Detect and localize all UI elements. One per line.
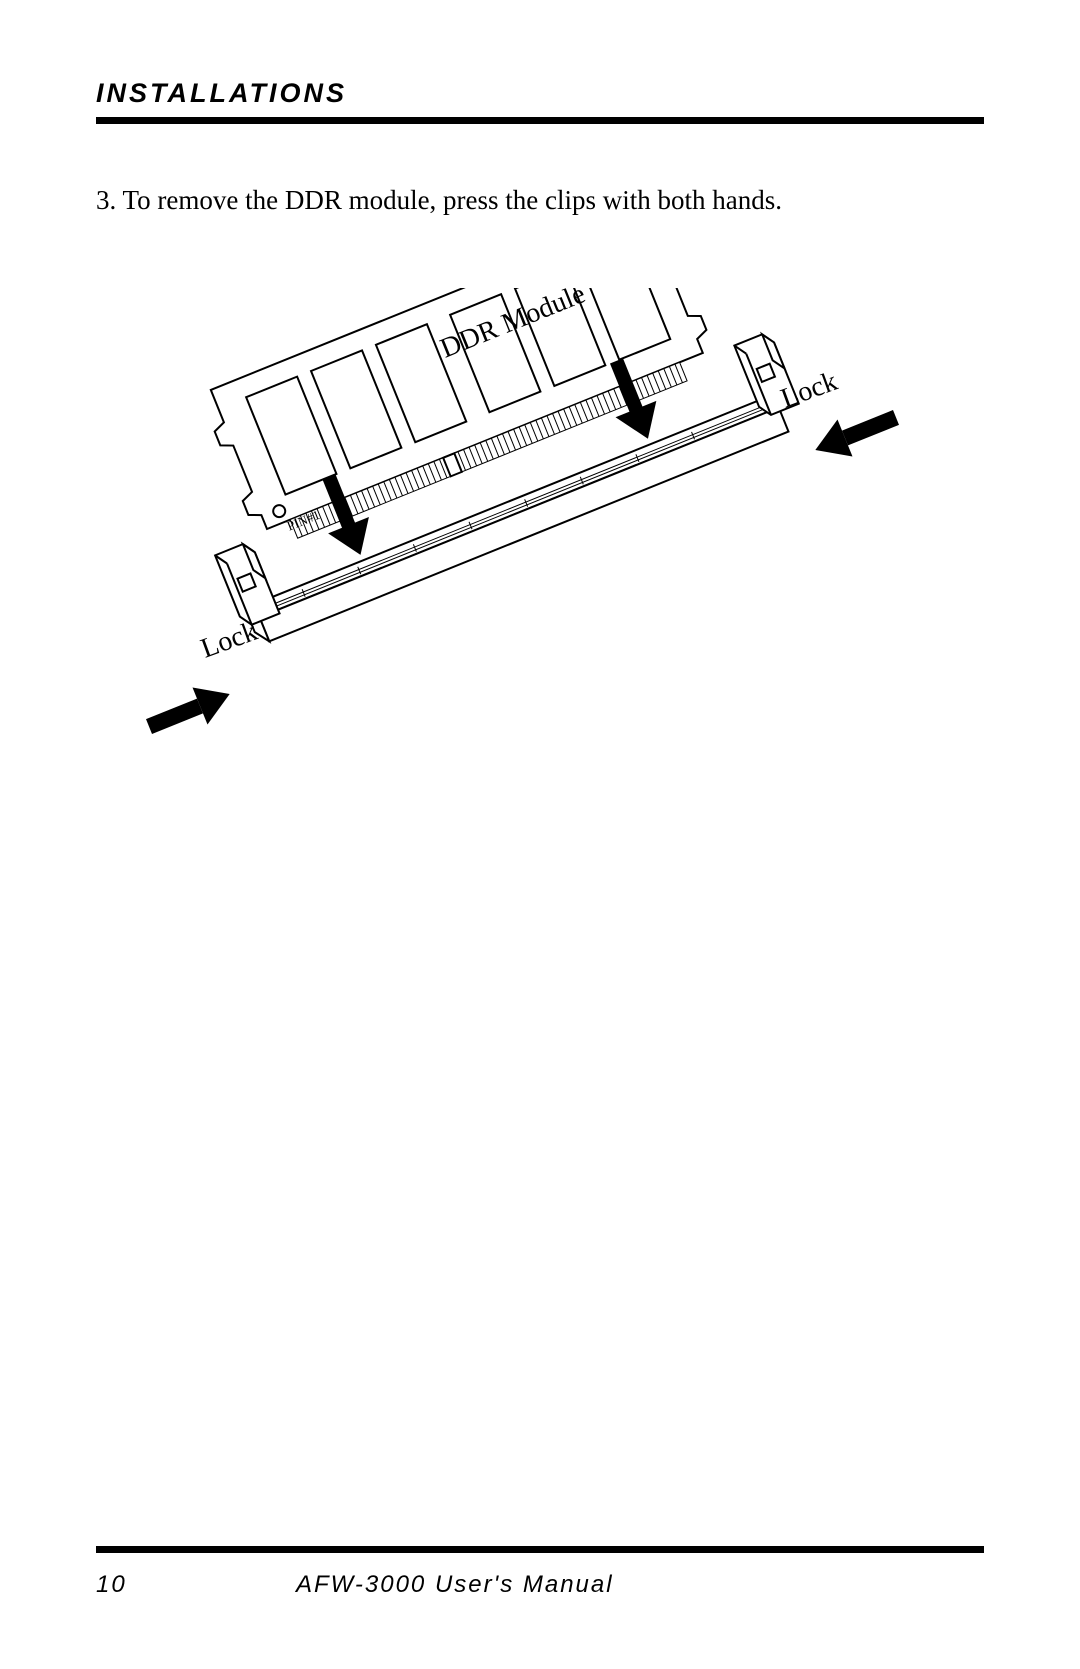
ddr-module-diagram: PIN#1 DDR Module Lock Lock [96, 288, 984, 808]
section-header: INSTALLATIONS [96, 78, 984, 109]
manual-page: INSTALLATIONS 3. To remove the DDR modul… [0, 0, 1080, 1669]
footer-rule [96, 1546, 984, 1553]
page-number: 10 [96, 1571, 246, 1599]
lock-arrow-right-icon [808, 399, 904, 469]
manual-title: AFW-3000 User's Manual [246, 1571, 984, 1599]
header-rule [96, 117, 984, 124]
instruction-step: 3. To remove the DDR module, press the c… [96, 182, 984, 218]
page-footer: 10 AFW-3000 User's Manual [96, 1546, 984, 1599]
lock-left-label: Lock [197, 616, 262, 665]
lock-arrow-left-icon [145, 676, 237, 746]
